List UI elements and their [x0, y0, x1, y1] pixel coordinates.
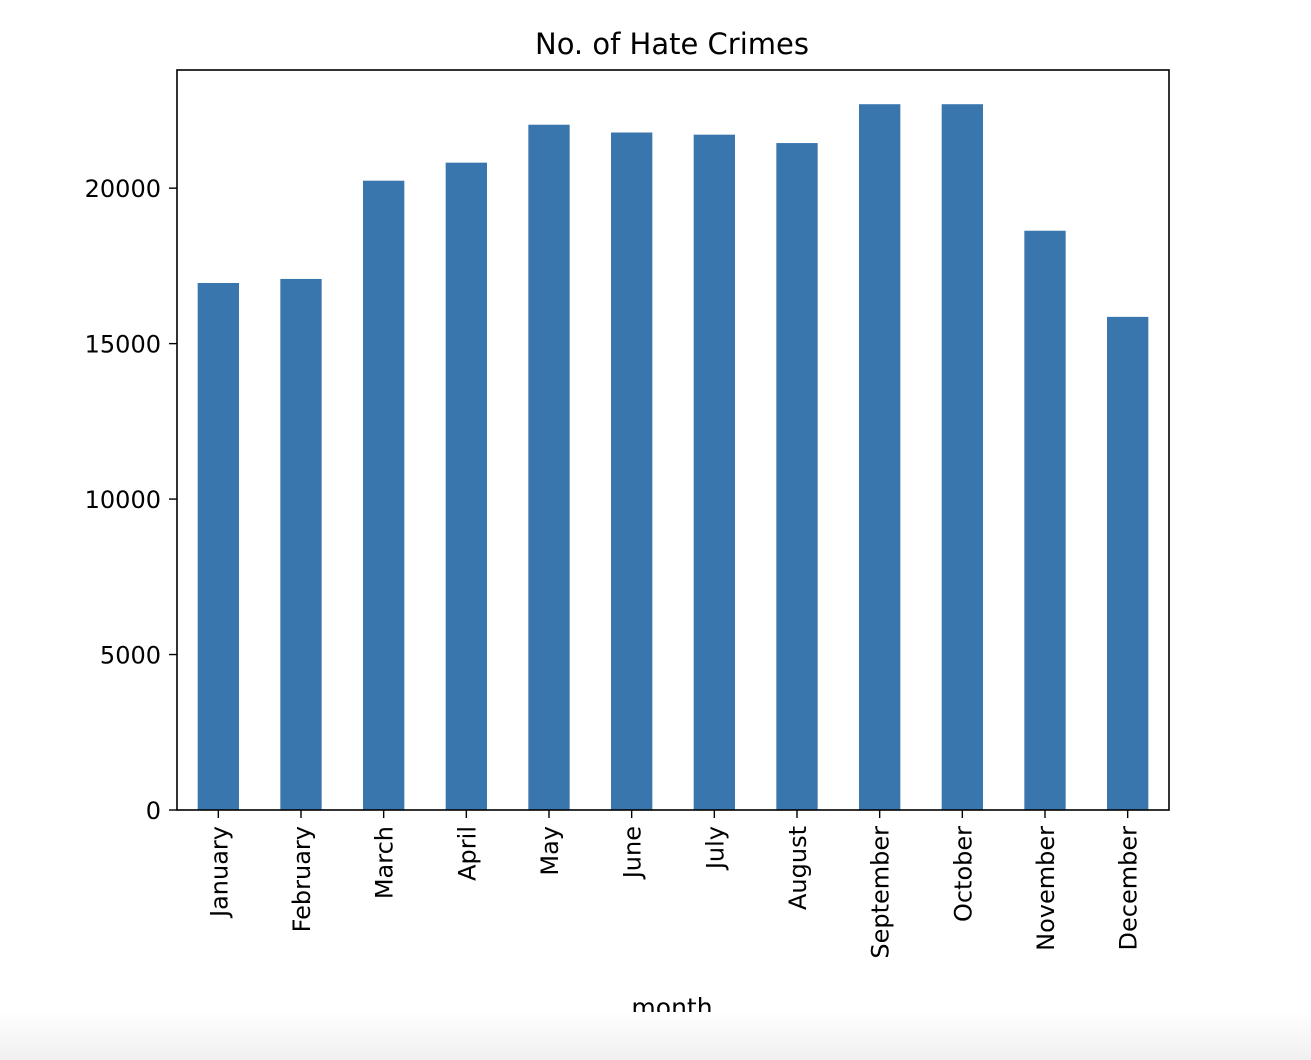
plot-area-frame — [176, 69, 1170, 811]
y-tick-label: 20000 — [85, 175, 161, 203]
window-bottom-edge — [0, 1012, 1311, 1060]
y-tick-label: 10000 — [85, 486, 161, 514]
x-tick-label: October — [949, 826, 977, 922]
y-tick-label: 0 — [146, 797, 161, 825]
bar-september — [859, 104, 901, 811]
bar-may — [528, 124, 570, 811]
y-tick-label: 5000 — [100, 642, 161, 670]
bar-january — [197, 282, 239, 811]
x-tick-label: July — [701, 826, 729, 871]
x-tick-label: September — [867, 826, 895, 959]
bar-july — [693, 134, 735, 811]
bar-june — [611, 132, 653, 811]
bars-group — [197, 104, 1149, 811]
bar-april — [445, 162, 487, 810]
x-tick-label: March — [371, 826, 399, 899]
x-tick-label: April — [453, 826, 481, 881]
x-tick-label: May — [536, 826, 564, 876]
x-tick-label: January — [205, 826, 233, 919]
bar-november — [1024, 230, 1066, 810]
bar-february — [280, 278, 322, 810]
x-tick-label: August — [784, 826, 812, 910]
x-axis: January February March April May June July Augu… — [205, 810, 1143, 959]
bar-march — [363, 180, 405, 810]
x-tick-label: June — [619, 826, 647, 880]
x-tick-label: November — [1032, 826, 1060, 951]
y-axis: 0 5000 10000 15000 20000 — [85, 175, 177, 825]
chart-title: No. of Hate Crimes — [535, 27, 809, 61]
x-tick-label: December — [1115, 826, 1143, 951]
x-tick-label: February — [288, 826, 316, 932]
bar-august — [776, 143, 818, 810]
bar-october — [941, 104, 983, 811]
y-tick-label: 15000 — [85, 331, 161, 359]
bar-december — [1107, 316, 1149, 810]
